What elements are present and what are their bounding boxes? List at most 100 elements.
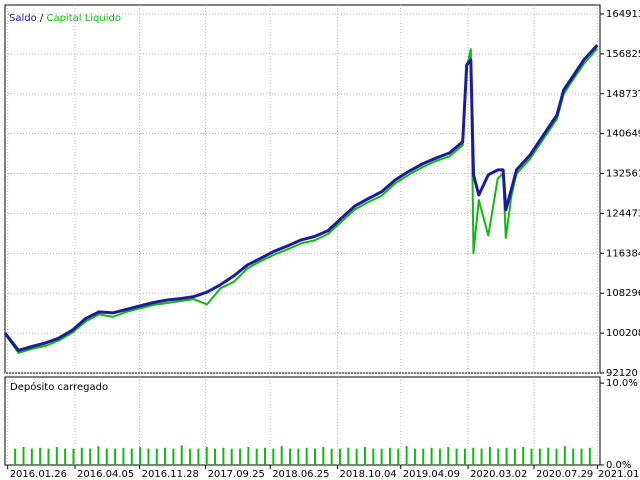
y-tick-label: 164913 bbox=[606, 9, 640, 20]
series-line bbox=[3, 44, 599, 352]
y-tick-label: 100208 bbox=[606, 328, 640, 339]
bar bbox=[130, 448, 133, 465]
bar bbox=[222, 447, 225, 465]
sub-title: Depósito carregado bbox=[10, 381, 108, 393]
bar bbox=[97, 446, 100, 465]
bar bbox=[330, 448, 333, 465]
bar bbox=[22, 446, 25, 465]
bar bbox=[455, 448, 458, 465]
bar bbox=[313, 448, 316, 465]
bar bbox=[572, 448, 575, 465]
bar bbox=[547, 447, 550, 465]
bar bbox=[80, 447, 83, 465]
x-tick-label: 2021.01.1 bbox=[598, 469, 640, 480]
x-tick-label: 2018.10.04 bbox=[340, 469, 397, 480]
bar bbox=[347, 447, 350, 465]
bar bbox=[463, 448, 466, 465]
bar bbox=[155, 448, 158, 465]
legend: Saldo / Capital Liquido bbox=[9, 13, 121, 24]
bar bbox=[305, 447, 308, 465]
bar bbox=[172, 448, 175, 465]
x-tick-label: 2017.09.25 bbox=[208, 469, 265, 480]
sub-panel bbox=[4, 376, 601, 466]
bar bbox=[105, 448, 108, 465]
bar bbox=[480, 448, 483, 465]
bar bbox=[380, 448, 383, 465]
bar bbox=[39, 447, 42, 465]
bar bbox=[114, 448, 117, 465]
bar bbox=[214, 448, 217, 465]
bar bbox=[180, 445, 183, 465]
bar bbox=[472, 447, 475, 465]
bar bbox=[322, 446, 325, 465]
x-tick-label: 2016.11.28 bbox=[142, 469, 199, 480]
bar bbox=[363, 446, 366, 465]
bar bbox=[430, 447, 433, 465]
bar bbox=[538, 448, 541, 465]
legend-entry: Saldo bbox=[9, 13, 37, 24]
bar bbox=[272, 448, 275, 465]
bar bbox=[30, 448, 33, 465]
x-tick-label: 2018.06.25 bbox=[272, 469, 329, 480]
bar bbox=[580, 448, 583, 465]
bar bbox=[372, 448, 375, 465]
bar bbox=[355, 448, 358, 465]
bar bbox=[255, 448, 258, 465]
bar bbox=[139, 446, 142, 465]
bar bbox=[247, 446, 250, 465]
x-tick-label: 2020.07.29 bbox=[536, 469, 593, 480]
y-tick-label: 116384 bbox=[606, 248, 640, 259]
bar bbox=[47, 448, 50, 465]
legend-entry: Capital Liquido bbox=[46, 13, 121, 24]
bar bbox=[264, 447, 267, 465]
bar bbox=[555, 448, 558, 465]
y-tick-label: 0.0% bbox=[606, 460, 631, 471]
x-tick-label: 2019.04.09 bbox=[403, 469, 460, 480]
bar bbox=[422, 448, 425, 465]
legend-separator: / bbox=[37, 13, 47, 24]
y-tick-label: 92120 bbox=[606, 368, 638, 379]
bar bbox=[413, 448, 416, 465]
x-tick-label: 2016.04.05 bbox=[77, 469, 134, 480]
x-tick-label: 2020.03.02 bbox=[470, 469, 527, 480]
bar bbox=[280, 446, 283, 465]
bar bbox=[147, 448, 150, 465]
bar bbox=[289, 448, 292, 465]
bar bbox=[397, 448, 400, 465]
grid bbox=[5, 5, 604, 469]
bar bbox=[530, 448, 533, 465]
bar bbox=[447, 446, 450, 465]
bar bbox=[55, 446, 58, 465]
bar bbox=[488, 446, 491, 465]
bar bbox=[497, 448, 500, 465]
bar bbox=[205, 446, 208, 465]
bar bbox=[505, 447, 508, 465]
bar bbox=[563, 446, 566, 465]
bar bbox=[122, 447, 125, 465]
y-tick-label: 10.0% bbox=[606, 378, 638, 389]
y-tick-label: 140649 bbox=[606, 129, 640, 140]
bar bbox=[72, 448, 75, 465]
bar bbox=[438, 448, 441, 465]
series-line bbox=[4, 47, 599, 354]
y-tick-label: 124473 bbox=[606, 208, 640, 219]
marks bbox=[3, 44, 599, 465]
bar bbox=[297, 448, 300, 465]
bar bbox=[230, 448, 233, 465]
bar bbox=[14, 448, 17, 465]
bar bbox=[588, 447, 591, 465]
bar bbox=[522, 446, 525, 465]
bar bbox=[388, 447, 391, 465]
bar bbox=[405, 446, 408, 465]
bar bbox=[164, 447, 167, 465]
bar bbox=[189, 448, 192, 465]
bar bbox=[64, 448, 67, 465]
bar bbox=[338, 448, 341, 465]
y-tick-label: 108296 bbox=[606, 288, 640, 299]
y-tick-label: 148737 bbox=[606, 89, 640, 100]
bar bbox=[89, 448, 92, 465]
bar bbox=[197, 448, 200, 465]
bar bbox=[239, 448, 242, 465]
